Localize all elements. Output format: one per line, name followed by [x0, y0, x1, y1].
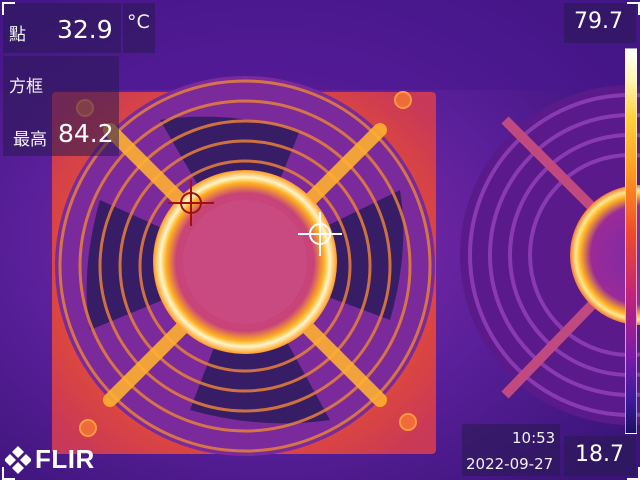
spot-crosshair — [298, 212, 342, 256]
color-scale-bar — [625, 48, 637, 434]
scale-max: 79.7 — [574, 9, 623, 34]
main-fan — [52, 76, 436, 456]
corner-mark-bottom-right — [627, 467, 640, 480]
flir-brand-text: FLIR — [35, 444, 95, 474]
box-readout: 方框 最高 84.2 — [3, 56, 119, 156]
box-label: 方框 — [9, 77, 43, 97]
flir-logo-icon — [5, 445, 31, 474]
scale-min: 18.7 — [575, 442, 624, 467]
spot-value: 32.9 — [57, 15, 113, 44]
spot-readout: 點 32.9 — [3, 3, 121, 53]
unit-label: °C — [127, 11, 150, 33]
scale-min-box: 18.7 — [564, 436, 636, 476]
corner-mark-bottom-left — [2, 467, 15, 480]
spot-label: 點 — [9, 25, 26, 45]
box-max-value: 84.2 — [58, 119, 114, 148]
corner-mark-top-left — [2, 2, 15, 15]
time-label: 10:53 — [512, 429, 556, 447]
corner-mark-top-right — [627, 2, 640, 15]
flir-logo: FLIR — [5, 444, 95, 475]
unit-box: °C — [123, 3, 155, 53]
date-label: 2022-09-27 — [466, 455, 554, 473]
timestamp-box: 10:53 2022-09-27 — [462, 424, 560, 476]
scale-max-box: 79.7 — [564, 3, 636, 43]
box-max-label: 最高 — [13, 130, 47, 150]
hot-spot-marker — [168, 180, 214, 226]
